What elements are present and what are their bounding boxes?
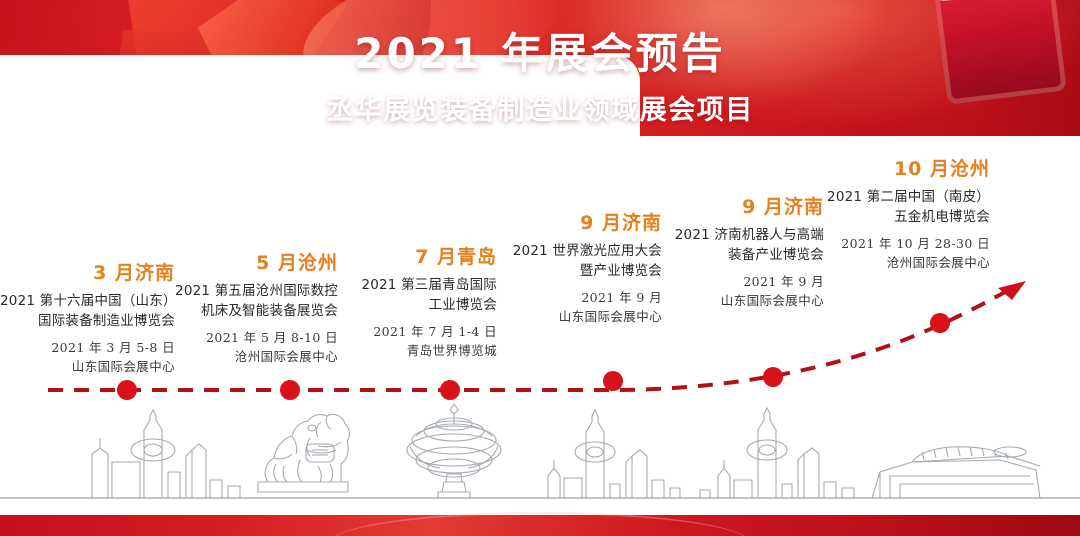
event-meta: 2021 年 3 月 5-8 日山东国际会展中心 [0, 339, 175, 377]
event-name: 2021 世界激光应用大会暨产业博览会 [513, 242, 662, 281]
timeline-dot-marker[interactable] [930, 313, 950, 333]
event-name: 2021 济南机器人与高端装备产业博览会 [675, 226, 824, 265]
timeline-event-card[interactable]: 9 月济南 2021 世界激光应用大会暨产业博览会 2021 年 9 月山东国际会展… [513, 208, 662, 327]
event-month-heading: 7 月青岛 [415, 246, 497, 268]
event-venue: 沧州国际会展中心 [234, 348, 338, 364]
qingdao-may-wind-sculpture [406, 403, 502, 498]
event-name-line: 装备产业博览会 [728, 246, 824, 263]
event-meta: 2021 年 7 月 1-4 日青岛世界博览城 [361, 323, 497, 361]
banner-edge-cut-left [0, 55, 640, 160]
event-meta: 2021 年 9 月山东国际会展中心 [675, 273, 824, 311]
event-venue: 山东国际会展中心 [558, 308, 662, 324]
event-date: 2021 年 3 月 5-8 日 [51, 340, 175, 356]
event-name: 2021 第五届沧州国际数控机床及智能装备展览会 [175, 282, 338, 321]
event-date: 2021 年 9 月 [581, 290, 662, 306]
timeline-dot-marker[interactable] [280, 380, 300, 400]
timeline-event-card[interactable]: 10 月沧州 2021 第二届中国（南皮） 五金机电博览会 2021 年 10 月 2… [827, 154, 990, 273]
timeline-dot-marker[interactable] [440, 380, 460, 400]
event-meta: 2021 年 9 月山东国际会展中心 [513, 289, 662, 327]
timeline-event-card[interactable]: 5 月沧州 2021 第五届沧州国际数控机床及智能装备展览会 2021 年 5 月 … [175, 248, 338, 367]
event-meta: 2021 年 5 月 8-10 日沧州国际会展中心 [175, 329, 338, 367]
trend-arrowhead-icon [998, 281, 1026, 300]
event-venue: 青岛世界博览城 [406, 342, 497, 358]
event-date: 2021 年 9 月 [743, 274, 824, 290]
event-month-heading: 5 月沧州 [256, 252, 338, 274]
event-name-line: 暨产业博览会 [579, 262, 662, 279]
city-skyline-illustration [0, 403, 1080, 499]
event-date: 2021 年 5 月 8-10 日 [205, 330, 338, 346]
event-name-line: 2021 第三届青岛国际 [361, 277, 497, 293]
banner-title-block: 2021 年展会预告 丞华展览装备制造业领域展会项目 [0, 29, 1080, 127]
event-name-line: 2021 第五届沧州国际数控 [175, 283, 338, 299]
event-name-line: 2021 第十六届中国（山东） [0, 293, 177, 309]
page-subtitle: 丞华展览装备制造业领域展会项目 [326, 95, 754, 127]
event-name-line: 国际装备制造业博览会 [38, 312, 175, 329]
poster-banner [0, 0, 1080, 160]
event-venue: 山东国际会展中心 [71, 358, 175, 374]
event-name-line: 2021 济南机器人与高端 [674, 227, 824, 243]
event-month-heading: 9 月济南 [580, 212, 662, 234]
event-name: 2021 第二届中国（南皮） 五金机电博览会 [827, 188, 990, 227]
timeline-event-card[interactable]: 9 月济南 2021 济南机器人与高端装备产业博览会 2021 年 9 月山东国际会… [675, 192, 824, 311]
event-month-heading: 10 月沧州 [893, 158, 990, 180]
event-venue: 沧州国际会展中心 [886, 254, 990, 270]
timeline-event-card[interactable]: 7 月青岛 2021 第三届青岛国际工业博览会 2021 年 7 月 1-4 日青岛… [361, 242, 497, 361]
footer-arc-decoration [330, 512, 750, 536]
timeline-dot-marker[interactable] [603, 371, 623, 391]
page-title: 2021 年展会预告 [354, 29, 726, 78]
event-name-line: 2021 世界激光应用大会 [512, 243, 662, 259]
banner-edge-cut-right [828, 136, 1080, 160]
timeline-dot-marker[interactable] [117, 380, 137, 400]
qingdao-expo-hall [871, 446, 1041, 499]
event-venue: 山东国际会展中心 [720, 292, 824, 308]
event-name-line: 工业博览会 [428, 296, 497, 313]
event-name-line: 2021 第二届中国（南皮） [827, 189, 990, 205]
timeline-events: 3 月济南 2021 第十六届中国（山东） 国际装备制造业博览会 2021 年 3 月… [0, 150, 1080, 380]
jinan-quancheng-square-skyline-1 [91, 408, 241, 498]
event-date: 2021 年 10 月 28-30 日 [841, 236, 990, 252]
banner-edge-cut-middle [604, 136, 844, 160]
cangzhou-iron-lion [257, 413, 350, 493]
timeline-event-card[interactable]: 3 月济南 2021 第十六届中国（山东） 国际装备制造业博览会 2021 年 3 月… [0, 258, 177, 377]
event-month-heading: 3 月济南 [93, 262, 175, 284]
jinan-quancheng-square-skyline-3 [699, 406, 855, 498]
event-name: 2021 第三届青岛国际工业博览会 [361, 276, 497, 315]
event-month-heading: 9 月济南 [742, 196, 824, 218]
jinan-quancheng-square-skyline-2 [547, 408, 681, 498]
event-name-line: 五金机电博览会 [894, 208, 990, 225]
event-name-line: 机床及智能装备展览会 [201, 302, 338, 319]
event-date: 2021 年 7 月 1-4 日 [373, 324, 497, 340]
timeline-dot-marker[interactable] [763, 367, 783, 387]
event-meta: 2021 年 10 月 28-30 日沧州国际会展中心 [827, 235, 990, 273]
event-name: 2021 第十六届中国（山东） 国际装备制造业博览会 [0, 292, 177, 331]
